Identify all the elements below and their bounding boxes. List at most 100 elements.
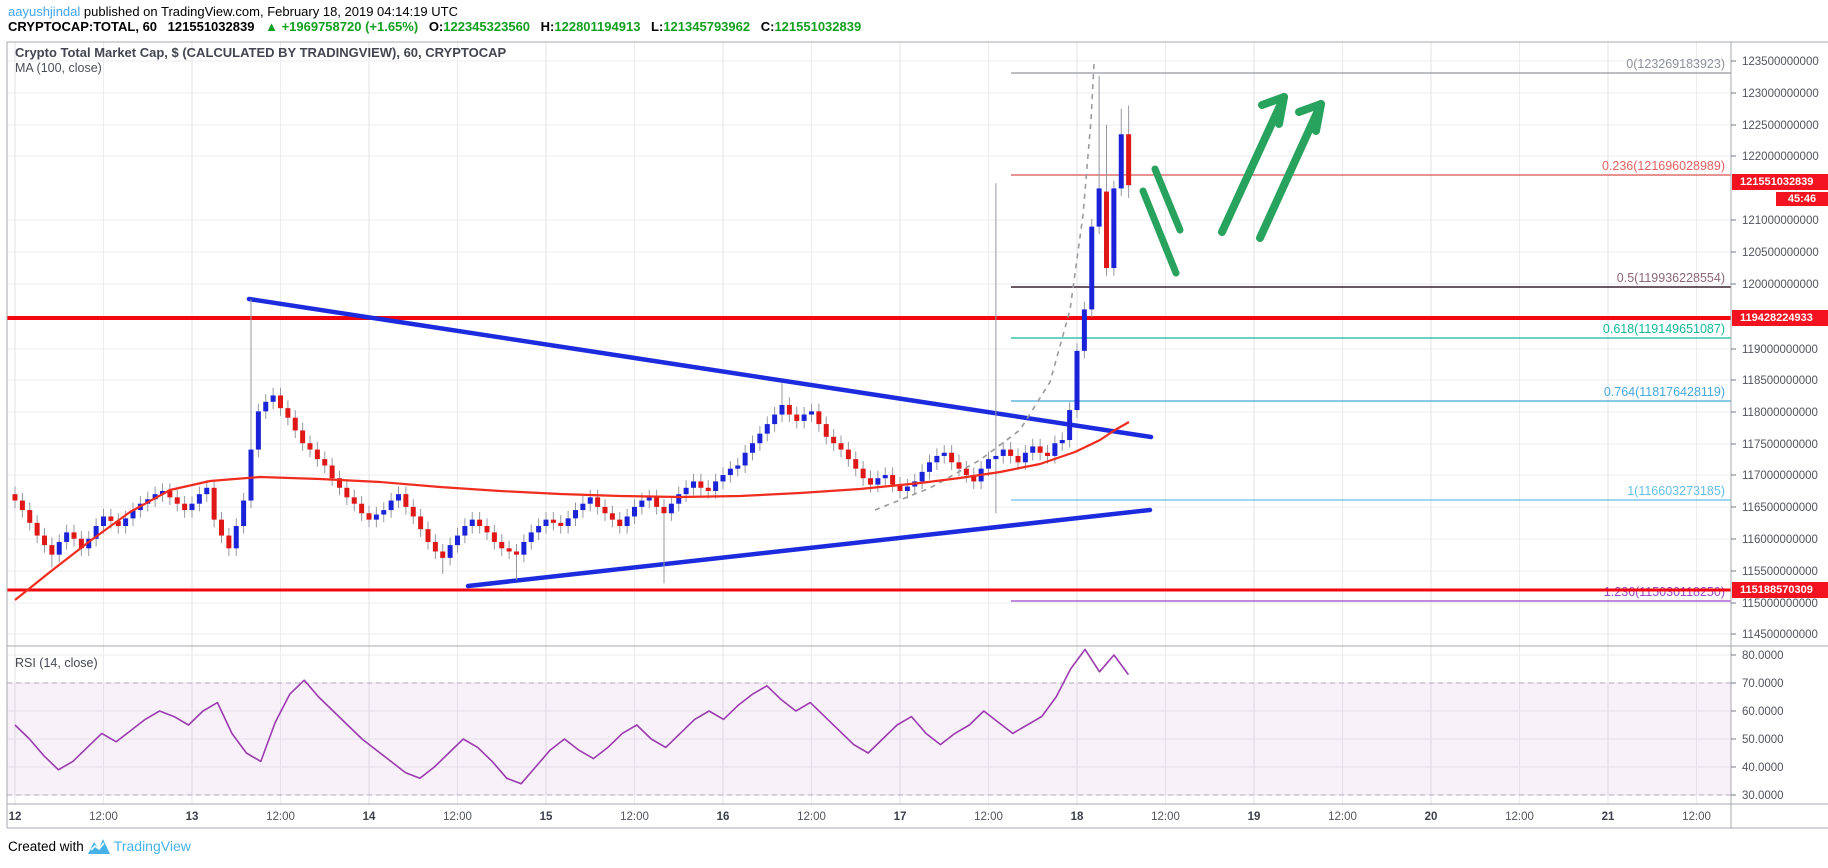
- candle-down: [182, 503, 188, 511]
- candle-down: [890, 475, 896, 485]
- candle-up: [270, 395, 276, 402]
- alert-line-badge-upper: 119428224933: [1732, 310, 1828, 326]
- candle-down: [506, 548, 512, 552]
- high-label: H:: [540, 19, 555, 34]
- candle-up: [123, 518, 129, 527]
- candle-down: [314, 449, 320, 460]
- close-label: C:: [760, 19, 775, 34]
- candle-down: [609, 513, 615, 520]
- price-axis[interactable]: 123500000000 123000000000 122500000000 1220…: [1731, 56, 1819, 802]
- candle-down: [514, 551, 519, 555]
- publish-header: aayushjindal published on TradingView.co…: [8, 3, 458, 20]
- time-axis[interactable]: 12 12:00 13 12:00 14 12:00 15 12:00 16 12:00 17 12:…: [9, 811, 1711, 823]
- alert-price-lines[interactable]: [7, 316, 1731, 592]
- candle-up: [875, 478, 881, 485]
- ma-study-legend[interactable]: MA (100, close): [15, 61, 102, 75]
- time-tick-label: 12:00: [620, 811, 649, 823]
- candle-up: [388, 500, 394, 511]
- alert-line-badge-lower: 115188570309: [1732, 582, 1828, 598]
- candle-up: [1111, 188, 1117, 269]
- username-link[interactable]: aayushjindal: [8, 4, 81, 19]
- candle-down: [322, 459, 328, 466]
- rsi-tick-label: 30.0000: [1742, 790, 1784, 802]
- candle-up: [204, 487, 210, 495]
- trendline: [465, 507, 1153, 589]
- dashed-projection-curve[interactable]: [874, 63, 1095, 511]
- price-tick-label: 115500000000: [1742, 566, 1818, 578]
- candle-up: [683, 487, 689, 495]
- candle-down: [27, 510, 33, 523]
- fib-label-0: 0(123269183923): [1626, 57, 1725, 71]
- candle-down: [1008, 449, 1014, 456]
- candle-up: [1081, 309, 1087, 351]
- candle-up: [130, 510, 136, 519]
- candle-up: [993, 455, 999, 460]
- fib-label-0.236: 0.236(121696028989): [1602, 159, 1725, 173]
- candle-down: [359, 503, 365, 514]
- candle-down: [860, 468, 866, 479]
- candle-down: [971, 475, 977, 482]
- candle-up: [86, 538, 92, 549]
- candle-down: [410, 506, 416, 517]
- symbol-label[interactable]: CRYPTOCAP:TOTAL, 60: [8, 19, 158, 34]
- tradingview-brand-link[interactable]: TradingView: [113, 838, 191, 854]
- candle-up: [455, 535, 460, 546]
- watermark-prefix: Created with: [8, 838, 84, 854]
- candle-up: [573, 510, 578, 519]
- candle-up: [263, 401, 269, 412]
- rsi-study-legend[interactable]: RSI (14, close): [15, 656, 98, 670]
- candle-down: [351, 497, 357, 504]
- candle-down: [558, 522, 564, 527]
- candle-up: [1089, 226, 1095, 310]
- green-arrow-annotations[interactable]: [1139, 93, 1325, 277]
- time-tick-label: 19: [1248, 811, 1261, 823]
- candle-up: [713, 481, 719, 491]
- candle-up: [396, 494, 401, 501]
- candle-down: [786, 404, 792, 415]
- candle-up: [750, 443, 755, 453]
- rsi-tick-label: 80.0000: [1742, 650, 1784, 662]
- rsi-line: [14, 648, 1130, 785]
- time-tick-label: 20: [1425, 811, 1438, 823]
- open-label: O:: [428, 19, 444, 34]
- fib-label-1.236: 1.236(115030118250): [1604, 585, 1725, 599]
- candle-down: [174, 497, 180, 504]
- candle-up: [580, 503, 586, 511]
- candle-down: [963, 468, 969, 476]
- triangle-trendlines[interactable]: [246, 296, 1154, 589]
- chart-legend-title[interactable]: Crypto Total Market Cap, $ (CALCULATED B…: [15, 45, 507, 60]
- green-stroke: [1139, 187, 1180, 277]
- candle-up: [691, 481, 696, 488]
- candle-down: [823, 424, 829, 437]
- candle-up: [1000, 449, 1006, 456]
- price-tick-label: 118000000000: [1742, 407, 1818, 419]
- candle-up: [764, 424, 770, 434]
- green-arrow-shaft: [1218, 93, 1288, 236]
- candle-up: [941, 452, 947, 456]
- candle-down: [794, 414, 800, 421]
- candle-up: [801, 414, 807, 421]
- candle-up: [543, 519, 549, 527]
- candle-up: [255, 411, 261, 450]
- time-tick-label: 18: [1071, 811, 1084, 823]
- candle-down: [300, 430, 306, 444]
- time-tick-label: 14: [363, 811, 376, 823]
- candle-up: [757, 433, 763, 444]
- candle-down: [477, 519, 483, 527]
- time-tick-label: 12:00: [266, 811, 295, 823]
- candle-up: [1059, 440, 1065, 444]
- candle-up: [927, 462, 932, 472]
- green-arrow-shaft: [1256, 100, 1325, 242]
- candle-down: [418, 516, 424, 530]
- low-label: L:: [651, 19, 664, 34]
- candle-up: [521, 541, 527, 555]
- candle-down: [949, 452, 955, 463]
- candle-up: [735, 465, 741, 469]
- rsi-overbought-oversold-band: [7, 682, 1731, 796]
- candle-up: [381, 510, 387, 515]
- tradingview-logo-icon[interactable]: [87, 838, 110, 854]
- candle-up: [189, 503, 195, 511]
- candle-up: [93, 526, 99, 539]
- candle-down: [698, 481, 704, 488]
